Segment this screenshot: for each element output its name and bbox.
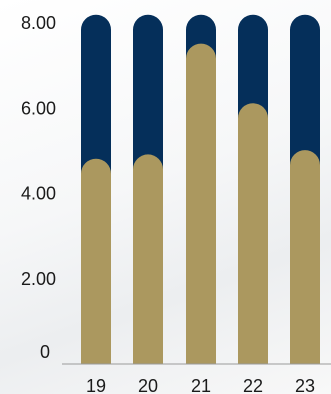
x-tick-label: 21 [191, 376, 211, 394]
y-tick-label: 8.00 [21, 13, 56, 33]
x-tick-label: 20 [138, 376, 158, 394]
bar-front-21 [186, 43, 216, 364]
x-tick-label: 23 [295, 376, 315, 394]
y-tick-label: 6.00 [21, 98, 56, 118]
bar-front-23 [290, 150, 320, 364]
bar-front-20 [133, 154, 163, 364]
x-tick-label: 19 [86, 376, 106, 394]
y-tick-label: 4.00 [21, 184, 56, 204]
y-tick-label: 0 [40, 342, 50, 362]
x-tick-label: 22 [243, 376, 263, 394]
x-axis: 19 20 21 22 23 [86, 376, 315, 394]
y-axis: 0 2.00 4.00 6.00 8.00 [21, 13, 56, 362]
y-tick-label: 2.00 [21, 269, 56, 289]
bar-front-22 [238, 103, 268, 364]
bar-front-19 [81, 158, 111, 364]
bars-group [81, 14, 320, 365]
